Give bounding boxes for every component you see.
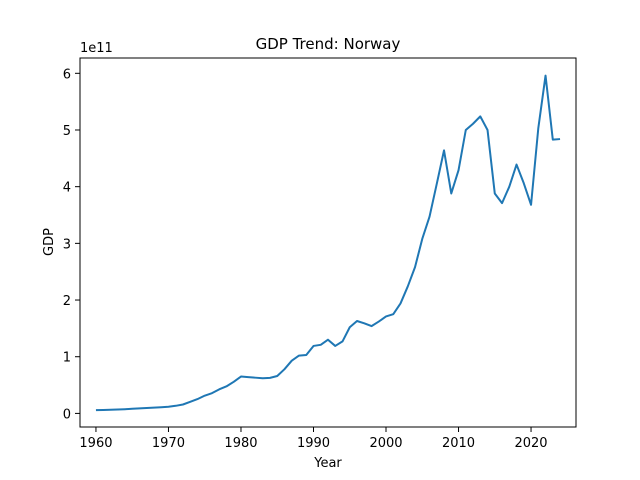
- y-tick-label: 3: [63, 237, 71, 252]
- x-axis: 1960 1970 1980 1990 2000 2010 2020: [79, 427, 548, 451]
- x-tick-label: 1960: [79, 436, 112, 451]
- plot-frame: [79, 57, 577, 428]
- y-tick-label: 1: [63, 351, 71, 366]
- y-tick-label: 0: [63, 407, 71, 422]
- x-tick-label: 1980: [224, 436, 257, 451]
- x-tick-label: 2000: [369, 436, 402, 451]
- x-tick-label: 1990: [297, 436, 330, 451]
- y-axis: 0 1 2 3 4 5 6: [63, 67, 80, 422]
- x-tick-label: 2010: [442, 436, 475, 451]
- x-tick-label: 1970: [152, 436, 185, 451]
- y-tick-label: 5: [63, 124, 71, 139]
- y-axis-label: GDP: [42, 228, 57, 256]
- x-tick-label: 2020: [514, 436, 547, 451]
- y-tick-label: 6: [63, 67, 71, 82]
- y-tick-label: 2: [63, 294, 71, 309]
- y-tick-label: 4: [63, 181, 71, 196]
- y-offset-text: 1e11: [80, 41, 113, 56]
- chart-title: GDP Trend: Norway: [256, 35, 401, 53]
- gdp-series-line: [95, 74, 561, 412]
- x-axis-label: Year: [313, 456, 342, 471]
